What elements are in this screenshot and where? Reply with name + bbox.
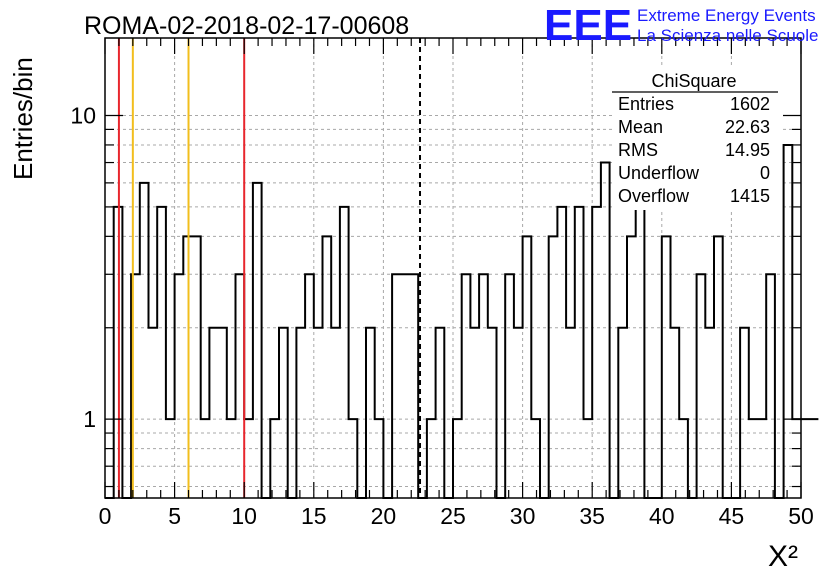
x-tick-label: 30 (510, 503, 536, 529)
histogram-bin (253, 183, 262, 498)
histogram-bin (766, 274, 775, 498)
histogram-bin (514, 328, 523, 498)
stats-row-value: 22.63 (725, 117, 770, 137)
axis-ticks: 0 5 10 15 20 25 30 35 40 45 50 1 10 (70, 38, 814, 529)
stats-row-label: Mean (618, 117, 663, 137)
histogram-bin (601, 163, 610, 498)
histogram-bin (157, 207, 166, 498)
histogram-bin (436, 328, 445, 498)
stats-row-label: RMS (618, 140, 658, 160)
eee-logo: EEE Extreme Energy Events La Scienza nel… (544, 1, 818, 50)
histogram-bin (575, 207, 584, 498)
histogram (105, 114, 819, 499)
histogram-bin (592, 207, 601, 498)
stats-row-value: 14.95 (725, 140, 770, 160)
histogram-bin (218, 328, 227, 498)
histogram-bin (305, 274, 314, 498)
histogram-outline (105, 114, 819, 499)
x-tick-label: 0 (99, 503, 112, 529)
histogram-bin (662, 236, 671, 498)
histogram-bin (279, 328, 288, 498)
histogram-bin (331, 328, 340, 498)
histogram-bin (392, 274, 401, 498)
x-tick-label: 15 (301, 503, 327, 529)
histogram-bin (140, 183, 149, 498)
x-tick-label: 20 (371, 503, 397, 529)
logo-line-2: La Scienza nelle Scuole (637, 26, 818, 45)
histogram-bin (810, 419, 819, 498)
stats-row-label: Overflow (618, 186, 690, 206)
histogram-bin (340, 207, 349, 498)
stats-row-value: 1415 (730, 186, 770, 206)
stats-row-value: 0 (760, 163, 770, 183)
y-axis-label: Entries/bin (8, 57, 38, 180)
histogram-bin (209, 328, 218, 498)
x-tick-label: 5 (168, 503, 181, 529)
logo-line-1: Extreme Energy Events (637, 6, 816, 25)
histogram-bin (314, 328, 323, 498)
histogram-bin (705, 328, 714, 498)
histogram-bin (401, 274, 410, 498)
x-tick-label: 25 (440, 503, 466, 529)
histogram-bin (566, 328, 575, 498)
histogram-bin (296, 328, 305, 498)
y-tick-label: 10 (70, 103, 96, 129)
histogram-bin (740, 328, 749, 498)
histogram-bin (192, 236, 201, 498)
histogram-bin (801, 419, 810, 498)
histogram-bin (523, 236, 532, 498)
histogram-bin (557, 207, 566, 498)
x-axis-label: X² (768, 540, 798, 572)
histogram-bin (236, 274, 245, 498)
histogram-bin (488, 328, 497, 498)
histogram-bin (505, 274, 514, 498)
stats-row-value: 1602 (730, 94, 770, 114)
histogram-bin (549, 236, 558, 498)
logo-mark: EEE (544, 1, 632, 50)
x-tick-label: 35 (579, 503, 605, 529)
x-tick-label: 45 (719, 503, 745, 529)
histogram-bin (697, 274, 706, 498)
histogram-bin (627, 236, 636, 498)
histogram-bin (175, 274, 184, 498)
cut-lines (117, 38, 422, 498)
y-tick-label: 1 (83, 406, 96, 432)
stats-title: ChiSquare (651, 71, 736, 91)
histogram-bin (618, 328, 627, 498)
histogram-bin (410, 274, 419, 498)
histogram-bin (149, 328, 158, 498)
histogram-bin (479, 274, 488, 498)
stats-box: ChiSquare Entries 1602 Mean 22.63 RMS 14.95 Un… (612, 66, 782, 210)
histogram-bin (323, 236, 332, 498)
stats-row-label: Entries (618, 94, 674, 114)
stats-background (612, 66, 782, 210)
histogram-bin (470, 328, 479, 498)
x-tick-label: 50 (788, 503, 814, 529)
histogram-bin (671, 328, 680, 498)
histogram-bin (366, 328, 375, 498)
x-tick-label: 10 (231, 503, 257, 529)
histogram-bin (462, 274, 471, 498)
stats-row-label: Underflow (618, 163, 700, 183)
x-tick-label: 40 (649, 503, 675, 529)
chart-title: ROMA-02-2018-02-17-00608 (84, 12, 409, 40)
histogram-bin (784, 145, 793, 498)
histogram-bin (714, 236, 723, 498)
